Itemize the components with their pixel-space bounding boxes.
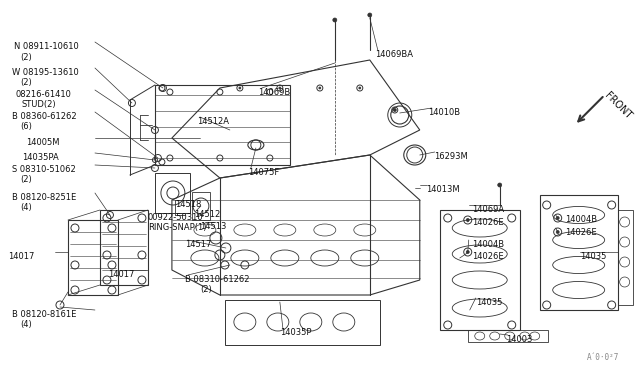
Text: (2): (2): [20, 78, 32, 87]
Circle shape: [239, 87, 241, 89]
Text: 14013M: 14013M: [426, 185, 460, 194]
Text: B 08120-8161E: B 08120-8161E: [12, 310, 76, 319]
Text: 14003: 14003: [506, 335, 532, 344]
Text: (2): (2): [20, 175, 32, 184]
Text: 14035: 14035: [580, 252, 606, 261]
Text: S 08310-51062: S 08310-51062: [12, 165, 76, 174]
Text: 14017: 14017: [8, 252, 35, 261]
Bar: [468, 330, 548, 342]
Text: W 08195-13610: W 08195-13610: [12, 68, 79, 77]
Text: 14010B: 14010B: [428, 108, 460, 117]
Text: 14026E: 14026E: [564, 228, 596, 237]
Bar: [155, 173, 190, 213]
Text: 14517: 14517: [185, 240, 211, 249]
Text: 14035P: 14035P: [280, 328, 311, 337]
Text: 08216-61410: 08216-61410: [16, 90, 72, 99]
Text: B 08360-61262: B 08360-61262: [12, 112, 77, 121]
Text: 14513: 14513: [200, 222, 227, 231]
Text: 14004B: 14004B: [564, 215, 597, 224]
Text: 14026E: 14026E: [472, 252, 504, 261]
Circle shape: [498, 183, 502, 187]
Text: FRONT: FRONT: [603, 90, 633, 121]
Text: 14069B: 14069B: [258, 88, 290, 97]
Text: (2): (2): [200, 285, 212, 294]
Text: STUD(2): STUD(2): [22, 100, 56, 109]
Circle shape: [319, 87, 321, 89]
Text: A´0·0²7: A´0·0²7: [588, 353, 620, 362]
Text: 14026E: 14026E: [472, 218, 504, 227]
Text: 14075F: 14075F: [248, 168, 279, 177]
Text: 14512A: 14512A: [197, 117, 229, 126]
Bar: [618, 210, 633, 305]
Circle shape: [368, 13, 372, 17]
Text: B 08120-8251E: B 08120-8251E: [12, 193, 76, 202]
Text: RING-SNAP(1): RING-SNAP(1): [148, 223, 207, 232]
Circle shape: [556, 231, 559, 234]
Text: B 08310-61262: B 08310-61262: [185, 275, 250, 284]
Text: 14512: 14512: [194, 210, 220, 219]
Text: 14017: 14017: [108, 270, 134, 279]
Circle shape: [467, 218, 469, 221]
Bar: [192, 192, 210, 220]
Text: 14035PA: 14035PA: [22, 153, 59, 162]
Circle shape: [359, 87, 361, 89]
Text: N 08911-10610: N 08911-10610: [14, 42, 79, 51]
Circle shape: [279, 87, 281, 89]
Text: 14069BA: 14069BA: [375, 50, 413, 59]
Text: 16293M: 16293M: [434, 152, 467, 161]
Circle shape: [467, 250, 469, 253]
Text: 14518: 14518: [175, 200, 201, 209]
Text: 14035: 14035: [476, 298, 502, 307]
Text: (2): (2): [20, 53, 32, 62]
Text: 00922-50310: 00922-50310: [148, 213, 204, 222]
Text: 14004B: 14004B: [472, 240, 504, 249]
Circle shape: [394, 109, 396, 112]
Circle shape: [333, 18, 337, 22]
Text: 14005M: 14005M: [26, 138, 60, 147]
Text: (6): (6): [20, 122, 32, 131]
Text: (4): (4): [20, 203, 32, 212]
Text: 14069A: 14069A: [472, 205, 504, 214]
Text: (4): (4): [20, 320, 32, 329]
Circle shape: [556, 217, 559, 219]
